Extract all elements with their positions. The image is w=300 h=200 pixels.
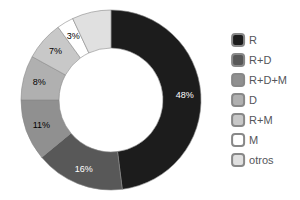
svg-text:3%: 3% xyxy=(67,31,80,41)
svg-text:11%: 11% xyxy=(33,120,50,130)
svg-text:16%: 16% xyxy=(75,164,93,174)
svg-text:D: D xyxy=(249,94,257,106)
svg-text:R+M: R+M xyxy=(249,114,273,126)
svg-text:R+D: R+D xyxy=(249,54,271,66)
svg-text:M: M xyxy=(249,134,258,146)
svg-text:R+D+M: R+D+M xyxy=(249,74,287,86)
svg-text:8%: 8% xyxy=(33,77,46,87)
svg-text:48%: 48% xyxy=(176,90,194,100)
svg-text:otros: otros xyxy=(249,154,274,166)
svg-text:7%: 7% xyxy=(49,46,62,56)
svg-text:R: R xyxy=(249,34,257,46)
